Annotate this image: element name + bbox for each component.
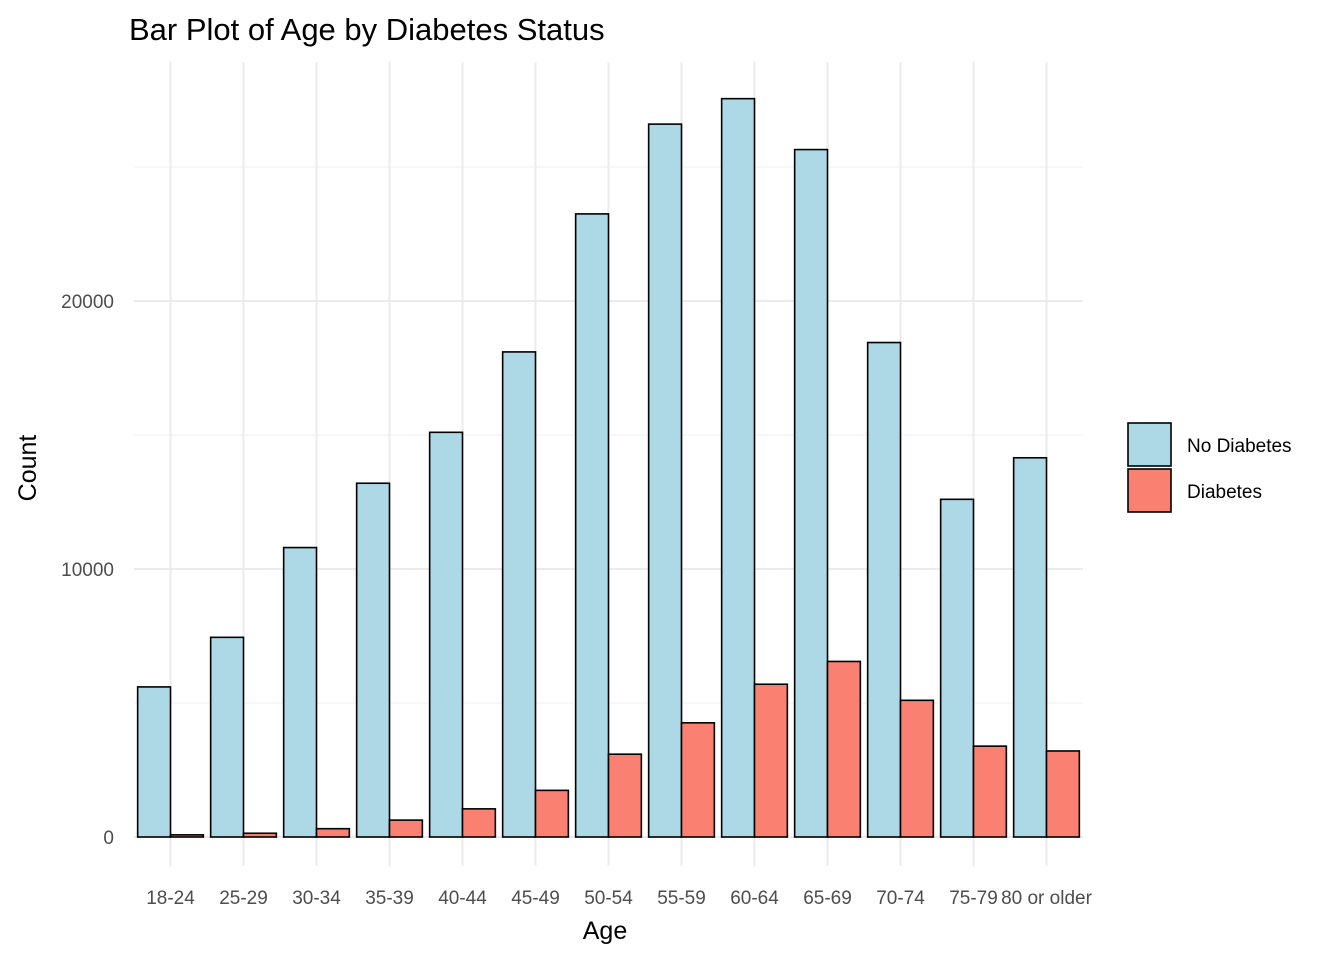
y-axis-ticks: 0 10000 20000 — [61, 292, 114, 849]
legend: No Diabetes Diabetes — [1127, 422, 1292, 513]
legend-key — [1127, 468, 1172, 513]
x-tick-label: 50-54 — [584, 888, 633, 909]
bar-diabetes — [753, 683, 789, 838]
bar-diabetes — [534, 789, 570, 838]
bar-diabetes — [607, 753, 643, 838]
y-tick-label: 10000 — [61, 560, 114, 581]
x-tick-label: 30-34 — [292, 888, 341, 909]
bar-no-diabetes — [720, 97, 756, 838]
bar-diabetes — [169, 834, 205, 838]
x-tick-label: 40-44 — [438, 888, 487, 909]
bar-no-diabetes — [647, 123, 683, 838]
x-tick-label: 35-39 — [365, 888, 414, 909]
x-tick-label: 60-64 — [730, 888, 779, 909]
bar-diabetes — [899, 699, 935, 838]
x-axis-ticks: 18-24 25-29 30-34 35-39 40-44 45-49 50-54 55-59… — [146, 888, 1092, 909]
bar-no-diabetes — [501, 351, 537, 838]
bar-no-diabetes — [1012, 456, 1048, 838]
bar-diabetes — [1045, 750, 1081, 838]
x-tick-label: 80 or older — [1001, 888, 1093, 909]
bar-no-diabetes — [136, 686, 172, 838]
bar-diabetes — [461, 808, 497, 838]
x-axis-title: Age — [583, 917, 627, 945]
bar-no-diabetes — [282, 546, 318, 838]
bar-diabetes — [388, 819, 424, 838]
y-axis-title: Count — [14, 435, 42, 502]
x-tick-label: 18-24 — [146, 888, 195, 909]
bar-no-diabetes — [209, 636, 245, 838]
bar-no-diabetes — [428, 431, 464, 838]
x-tick-label: 75-79 — [949, 888, 998, 909]
x-tick-label: 65-69 — [803, 888, 852, 909]
y-tick-label: 0 — [103, 828, 114, 849]
bar-no-diabetes — [866, 341, 902, 838]
bar-no-diabetes — [939, 498, 975, 838]
bar-no-diabetes — [574, 213, 610, 838]
bar-diabetes — [242, 832, 278, 838]
x-tick-label: 45-49 — [511, 888, 560, 909]
legend-key — [1127, 422, 1172, 467]
x-tick-label: 55-59 — [657, 888, 706, 909]
x-tick-label: 70-74 — [876, 888, 925, 909]
bar-diabetes — [680, 722, 716, 838]
bar-diabetes — [972, 745, 1008, 838]
y-tick-label: 20000 — [61, 292, 114, 313]
bar-no-diabetes — [355, 482, 391, 838]
legend-label: Diabetes — [1187, 482, 1262, 503]
x-tick-label: 25-29 — [219, 888, 268, 909]
chart-title: Bar Plot of Age by Diabetes Status — [129, 12, 605, 47]
bar-diabetes — [315, 827, 351, 838]
bar-no-diabetes — [793, 148, 829, 838]
bars — [136, 97, 1081, 838]
bar-diabetes — [826, 660, 862, 838]
legend-label: No Diabetes — [1187, 436, 1292, 457]
